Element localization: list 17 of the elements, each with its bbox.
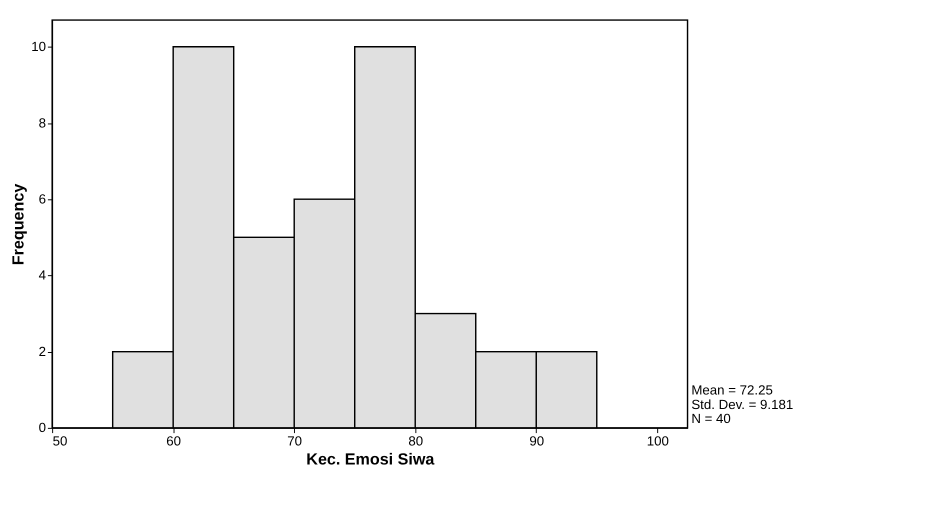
y-tick-label: 6 xyxy=(38,191,46,206)
y-tick-label: 10 xyxy=(31,39,46,54)
y-axis-title: Frequency xyxy=(10,184,28,266)
y-tick-label: 0 xyxy=(38,420,46,436)
y-tick-label: 4 xyxy=(38,268,46,283)
text: N = 40 xyxy=(691,411,731,426)
x-tick-label: 90 xyxy=(529,433,544,448)
x-axis-title: Kec. Emosi Siwa xyxy=(306,450,436,468)
x-tick-label: 50 xyxy=(52,433,68,448)
x-tick-label: 70 xyxy=(287,433,302,448)
text: Mean = 72.25 xyxy=(691,382,773,398)
x-tick-label: 100 xyxy=(646,433,669,448)
y-tick-label: 2 xyxy=(38,344,46,359)
text: Std. Dev. = 9.181 xyxy=(691,396,794,412)
y-tick-label: 8 xyxy=(38,115,46,130)
x-tick-label: 60 xyxy=(166,433,182,448)
x-tick-label: 80 xyxy=(408,433,424,448)
